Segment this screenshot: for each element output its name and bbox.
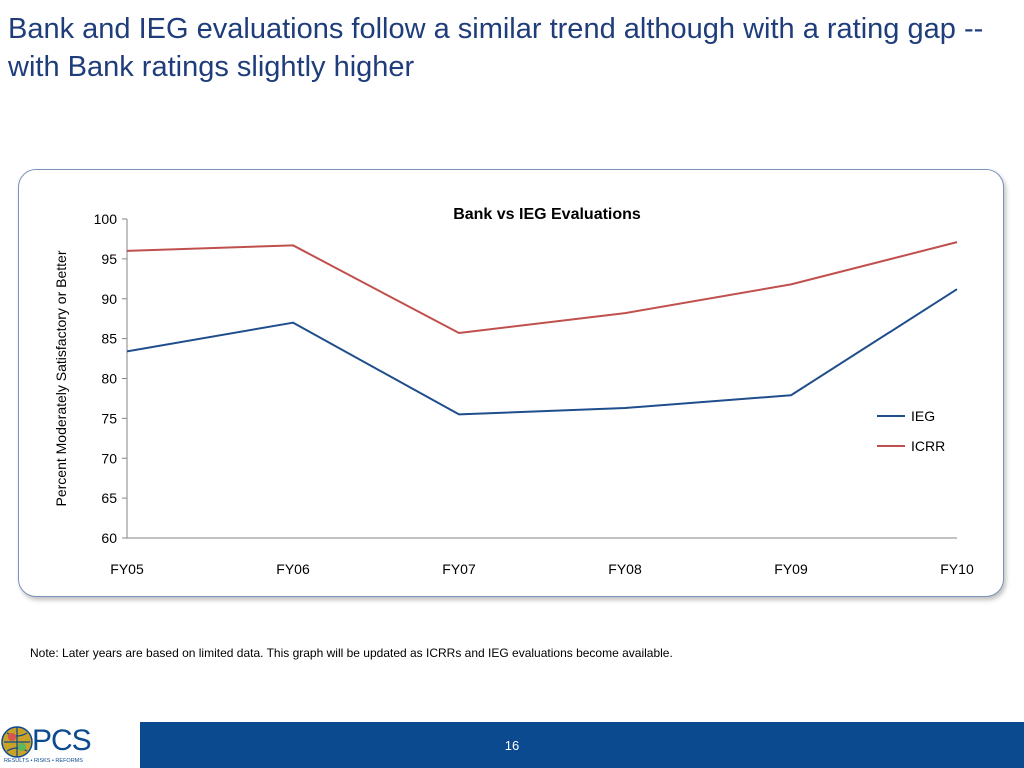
page-number: 16: [504, 738, 520, 753]
slide-title: Bank and IEG evaluations follow a simila…: [8, 13, 984, 83]
globe-icon: [1, 726, 33, 758]
y-tick-label: 65: [101, 490, 117, 506]
series-line-icrr: [126, 241, 958, 335]
line-chart: Bank vs IEG Evaluations Percent Moderatel…: [53, 206, 974, 577]
pcs-logo: PCS RESULTS • RISKS • REFORMS: [0, 722, 140, 768]
x-tick-label: FY10: [940, 561, 974, 577]
y-tick-label: 85: [101, 331, 117, 347]
y-tick-label: 80: [101, 371, 117, 387]
x-tick-label: FY07: [442, 561, 476, 577]
y-tick-label: 100: [94, 211, 118, 227]
y-tick-label: 70: [101, 450, 117, 466]
footnote: Note: Later years are based on limited d…: [30, 646, 673, 660]
x-tick-label: FY06: [276, 561, 310, 577]
chart-frame: Bank vs IEG Evaluations Percent Moderatel…: [18, 169, 1004, 597]
y-tick-label: 60: [101, 530, 117, 546]
x-tick-label: FY09: [774, 561, 808, 577]
x-tick-label: FY08: [608, 561, 642, 577]
logo-word: PCS: [32, 724, 92, 757]
y-tick-label: 90: [101, 291, 117, 307]
series-line-ieg: [126, 288, 958, 416]
y-tick-label: 95: [101, 251, 117, 267]
y-axis-label: Percent Moderately Satisfactory or Bette…: [53, 250, 69, 506]
footer-bar: PCS RESULTS • RISKS • REFORMS 16: [0, 722, 1024, 768]
legend-label-icrr: ICRR: [911, 438, 945, 454]
y-tick-label: 75: [101, 410, 117, 426]
logo-tagline: RESULTS • RISKS • REFORMS: [4, 758, 83, 764]
chart-title: Bank vs IEG Evaluations: [453, 206, 641, 223]
x-tick-label: FY05: [110, 561, 144, 577]
legend-label-ieg: IEG: [911, 408, 935, 424]
